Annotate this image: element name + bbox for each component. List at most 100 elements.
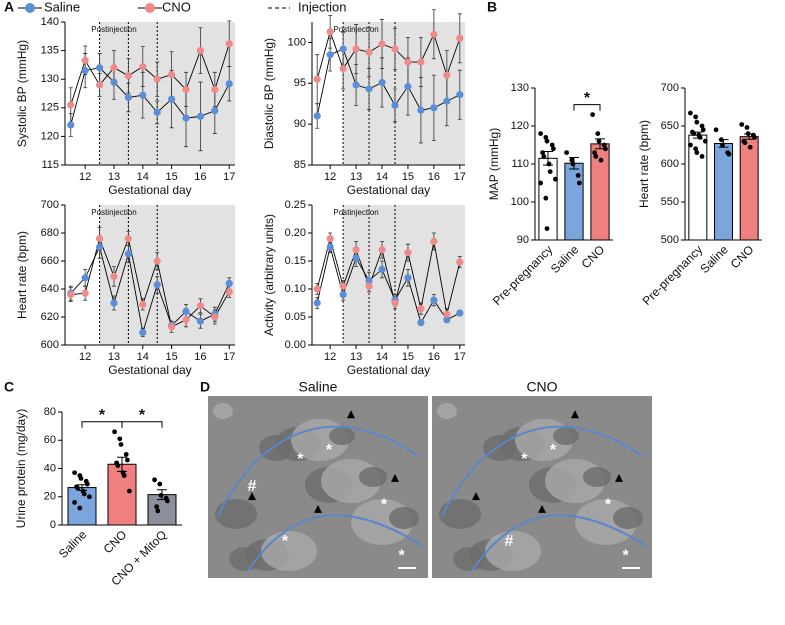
micrograph-symbol: * [398,547,405,564]
data-point [95,235,104,243]
data-point [739,122,745,127]
micrograph-title: CNO [526,379,557,395]
data-point [726,151,732,157]
data-point [553,176,558,182]
x-tick-label: 16 [428,171,440,183]
data-point [153,257,161,265]
data-point [313,299,321,307]
y-axis-title: Activity (arbitrary units) [262,214,276,336]
data-point [596,138,602,144]
micrograph-texture [437,403,457,419]
data-point [78,475,84,481]
data-point [339,64,347,73]
x-tick-label: 17 [454,351,466,363]
x-tick-label: CNO [101,527,130,556]
data-point [139,91,147,99]
data-point [152,477,158,483]
data-point [157,481,163,487]
data-point [75,485,81,491]
data-point [417,305,425,313]
data-point [352,246,360,254]
shaded-region [343,22,465,165]
y-tick-label: 600 [41,339,59,351]
data-point [87,494,92,500]
shaded-region [99,22,236,165]
micrograph-texture [485,531,541,571]
y-tick-label: 0.05 [285,311,306,323]
micrograph-title: Saline [299,379,338,395]
y-tick-label: 100 [288,36,306,48]
data-point [81,67,89,75]
data-point [110,64,118,72]
data-point [168,71,176,79]
data-point [417,319,425,327]
data-point [693,114,699,120]
data-point [430,237,438,245]
data-point [77,505,83,511]
micrograph-texture [553,427,579,445]
data-point [551,146,556,152]
data-point [577,180,582,186]
data-point [313,285,321,293]
data-point [688,110,693,116]
data-point [126,488,132,494]
data-point [745,131,751,137]
data-point [81,289,89,297]
y-tick-label: 0.00 [285,339,306,351]
data-point [595,131,601,137]
significance-bracket [573,104,601,111]
data-point [182,307,190,315]
panel-label: D [200,379,210,395]
panel-label: B [487,0,497,15]
data-point [700,127,706,133]
data-point [155,508,161,514]
basement-membrane [441,425,648,572]
data-point [593,154,599,159]
data-point [326,51,334,59]
data-point [694,119,700,125]
data-point [125,457,130,463]
micrograph-texture [359,467,387,487]
data-point [211,107,219,115]
data-point [430,30,438,38]
data-point [702,138,708,144]
y-tick-label: 60 [44,434,56,446]
data-point [95,81,104,89]
data-point [124,93,132,102]
data-point [378,40,386,48]
x-tick-label: CNO [728,242,757,271]
data-point [110,78,118,86]
data-point [225,288,233,296]
data-point [430,296,438,304]
data-point [196,317,205,325]
data-point [540,150,545,156]
data-point [313,112,321,120]
y-tick-label: 600 [661,158,679,170]
data-point [339,45,347,53]
data-point [378,78,386,87]
data-point [417,106,425,114]
y-tick-label: 135 [41,45,59,57]
data-point [538,131,543,137]
data-point [544,138,550,144]
micrograph-texture [389,507,419,529]
data-point [744,125,750,130]
data-point [123,451,129,457]
data-point [417,58,425,66]
data-point [81,56,89,64]
x-axis-title: Gestational day [347,363,430,377]
data-point [742,140,748,146]
y-tick-label: 140 [41,16,59,28]
y-tick-label: 115 [41,159,59,171]
data-point [569,157,575,163]
data-point [158,492,164,498]
data-point [121,473,127,478]
data-point [153,75,161,83]
data-point [404,58,412,66]
data-point [443,310,451,318]
x-tick-label: 17 [223,171,235,183]
y-tick-label: 500 [661,234,679,246]
y-tick-label: 620 [41,311,59,323]
x-axis-title: Gestational day [347,183,430,197]
